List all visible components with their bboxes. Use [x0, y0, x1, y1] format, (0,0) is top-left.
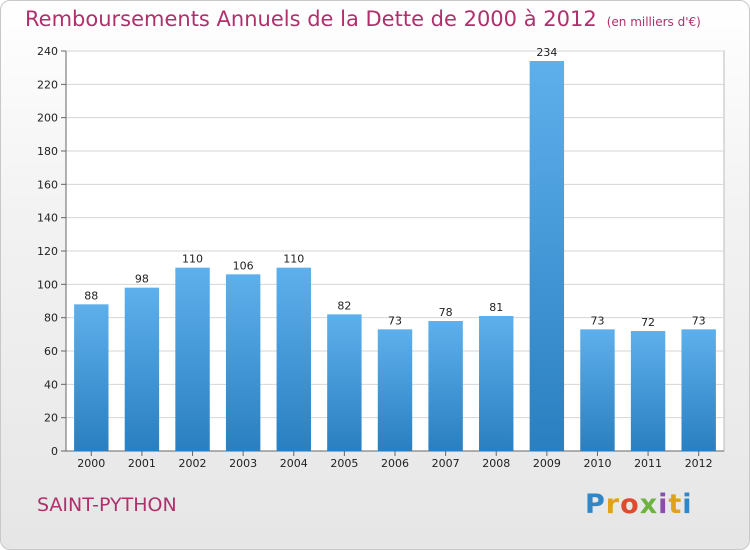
y-tick-label: 100 — [37, 278, 58, 291]
brand-letter: i — [658, 489, 669, 520]
bar-value-label: 73 — [692, 314, 706, 327]
chart-title-text: Remboursements Annuels de la Dette de 20… — [25, 7, 597, 31]
brand-letter: t — [668, 489, 683, 520]
x-tick-label: 2008 — [482, 457, 510, 470]
bar-value-label: 73 — [388, 314, 402, 327]
brand-letter: i — [682, 489, 693, 520]
bar — [479, 316, 514, 451]
bar — [175, 267, 210, 451]
y-tick-label: 40 — [44, 378, 58, 391]
brand-letter: r — [605, 489, 621, 520]
bar — [529, 61, 565, 451]
bar — [377, 329, 413, 451]
y-tick-label: 120 — [37, 245, 58, 258]
bar-value-label: 98 — [135, 273, 149, 286]
bar-value-label: 81 — [489, 301, 503, 314]
y-tick-label: 160 — [37, 178, 58, 191]
y-tick-label: 180 — [37, 145, 58, 158]
bar-value-label: 234 — [536, 46, 557, 59]
y-tick-label: 220 — [37, 78, 58, 91]
x-tick-label: 2006 — [381, 457, 409, 470]
x-tick-label: 2012 — [685, 457, 713, 470]
bar-value-label: 73 — [590, 314, 604, 327]
bar — [428, 321, 463, 451]
bar — [276, 267, 311, 451]
bar — [681, 329, 716, 451]
y-tick-label: 200 — [37, 112, 58, 125]
x-tick-label: 2005 — [330, 457, 358, 470]
x-tick-label: 2003 — [229, 457, 257, 470]
x-tick-label: 2010 — [583, 457, 611, 470]
y-tick-label: 60 — [44, 345, 58, 358]
x-tick-label: 2007 — [432, 457, 460, 470]
x-tick-label: 2000 — [77, 457, 105, 470]
bar — [327, 314, 362, 451]
bar — [225, 274, 261, 451]
bar — [74, 304, 109, 451]
chart-unit-note: (en milliers d'€) — [606, 15, 701, 29]
bar-value-label: 82 — [337, 299, 351, 312]
bar-value-label: 106 — [233, 259, 254, 272]
bar-value-label: 72 — [641, 316, 655, 329]
y-tick-label: 80 — [44, 312, 58, 325]
chart-title: Remboursements Annuels de la Dette de 20… — [25, 7, 701, 31]
bar-value-label: 110 — [182, 253, 203, 266]
x-tick-label: 2011 — [634, 457, 662, 470]
bar — [124, 287, 160, 451]
x-tick-label: 2009 — [533, 457, 561, 470]
y-tick-label: 140 — [37, 212, 58, 225]
y-tick-label: 240 — [37, 45, 58, 58]
bar-value-label: 78 — [439, 306, 453, 319]
y-tick-label: 20 — [44, 412, 58, 425]
bar — [630, 331, 666, 451]
brand-letter: P — [585, 489, 606, 520]
x-tick-label: 2001 — [128, 457, 156, 470]
bar — [580, 329, 615, 451]
bar-value-label: 88 — [84, 289, 98, 302]
city-name: SAINT-PYTHON — [37, 494, 177, 516]
x-tick-label: 2004 — [280, 457, 308, 470]
x-tick-label: 2002 — [179, 457, 207, 470]
brand-letter: o — [620, 489, 640, 520]
brand-letter: x — [639, 489, 659, 520]
bar-value-label: 110 — [283, 253, 304, 266]
y-tick-label: 0 — [51, 445, 58, 458]
brand-logo: Proxiti — [585, 489, 693, 520]
